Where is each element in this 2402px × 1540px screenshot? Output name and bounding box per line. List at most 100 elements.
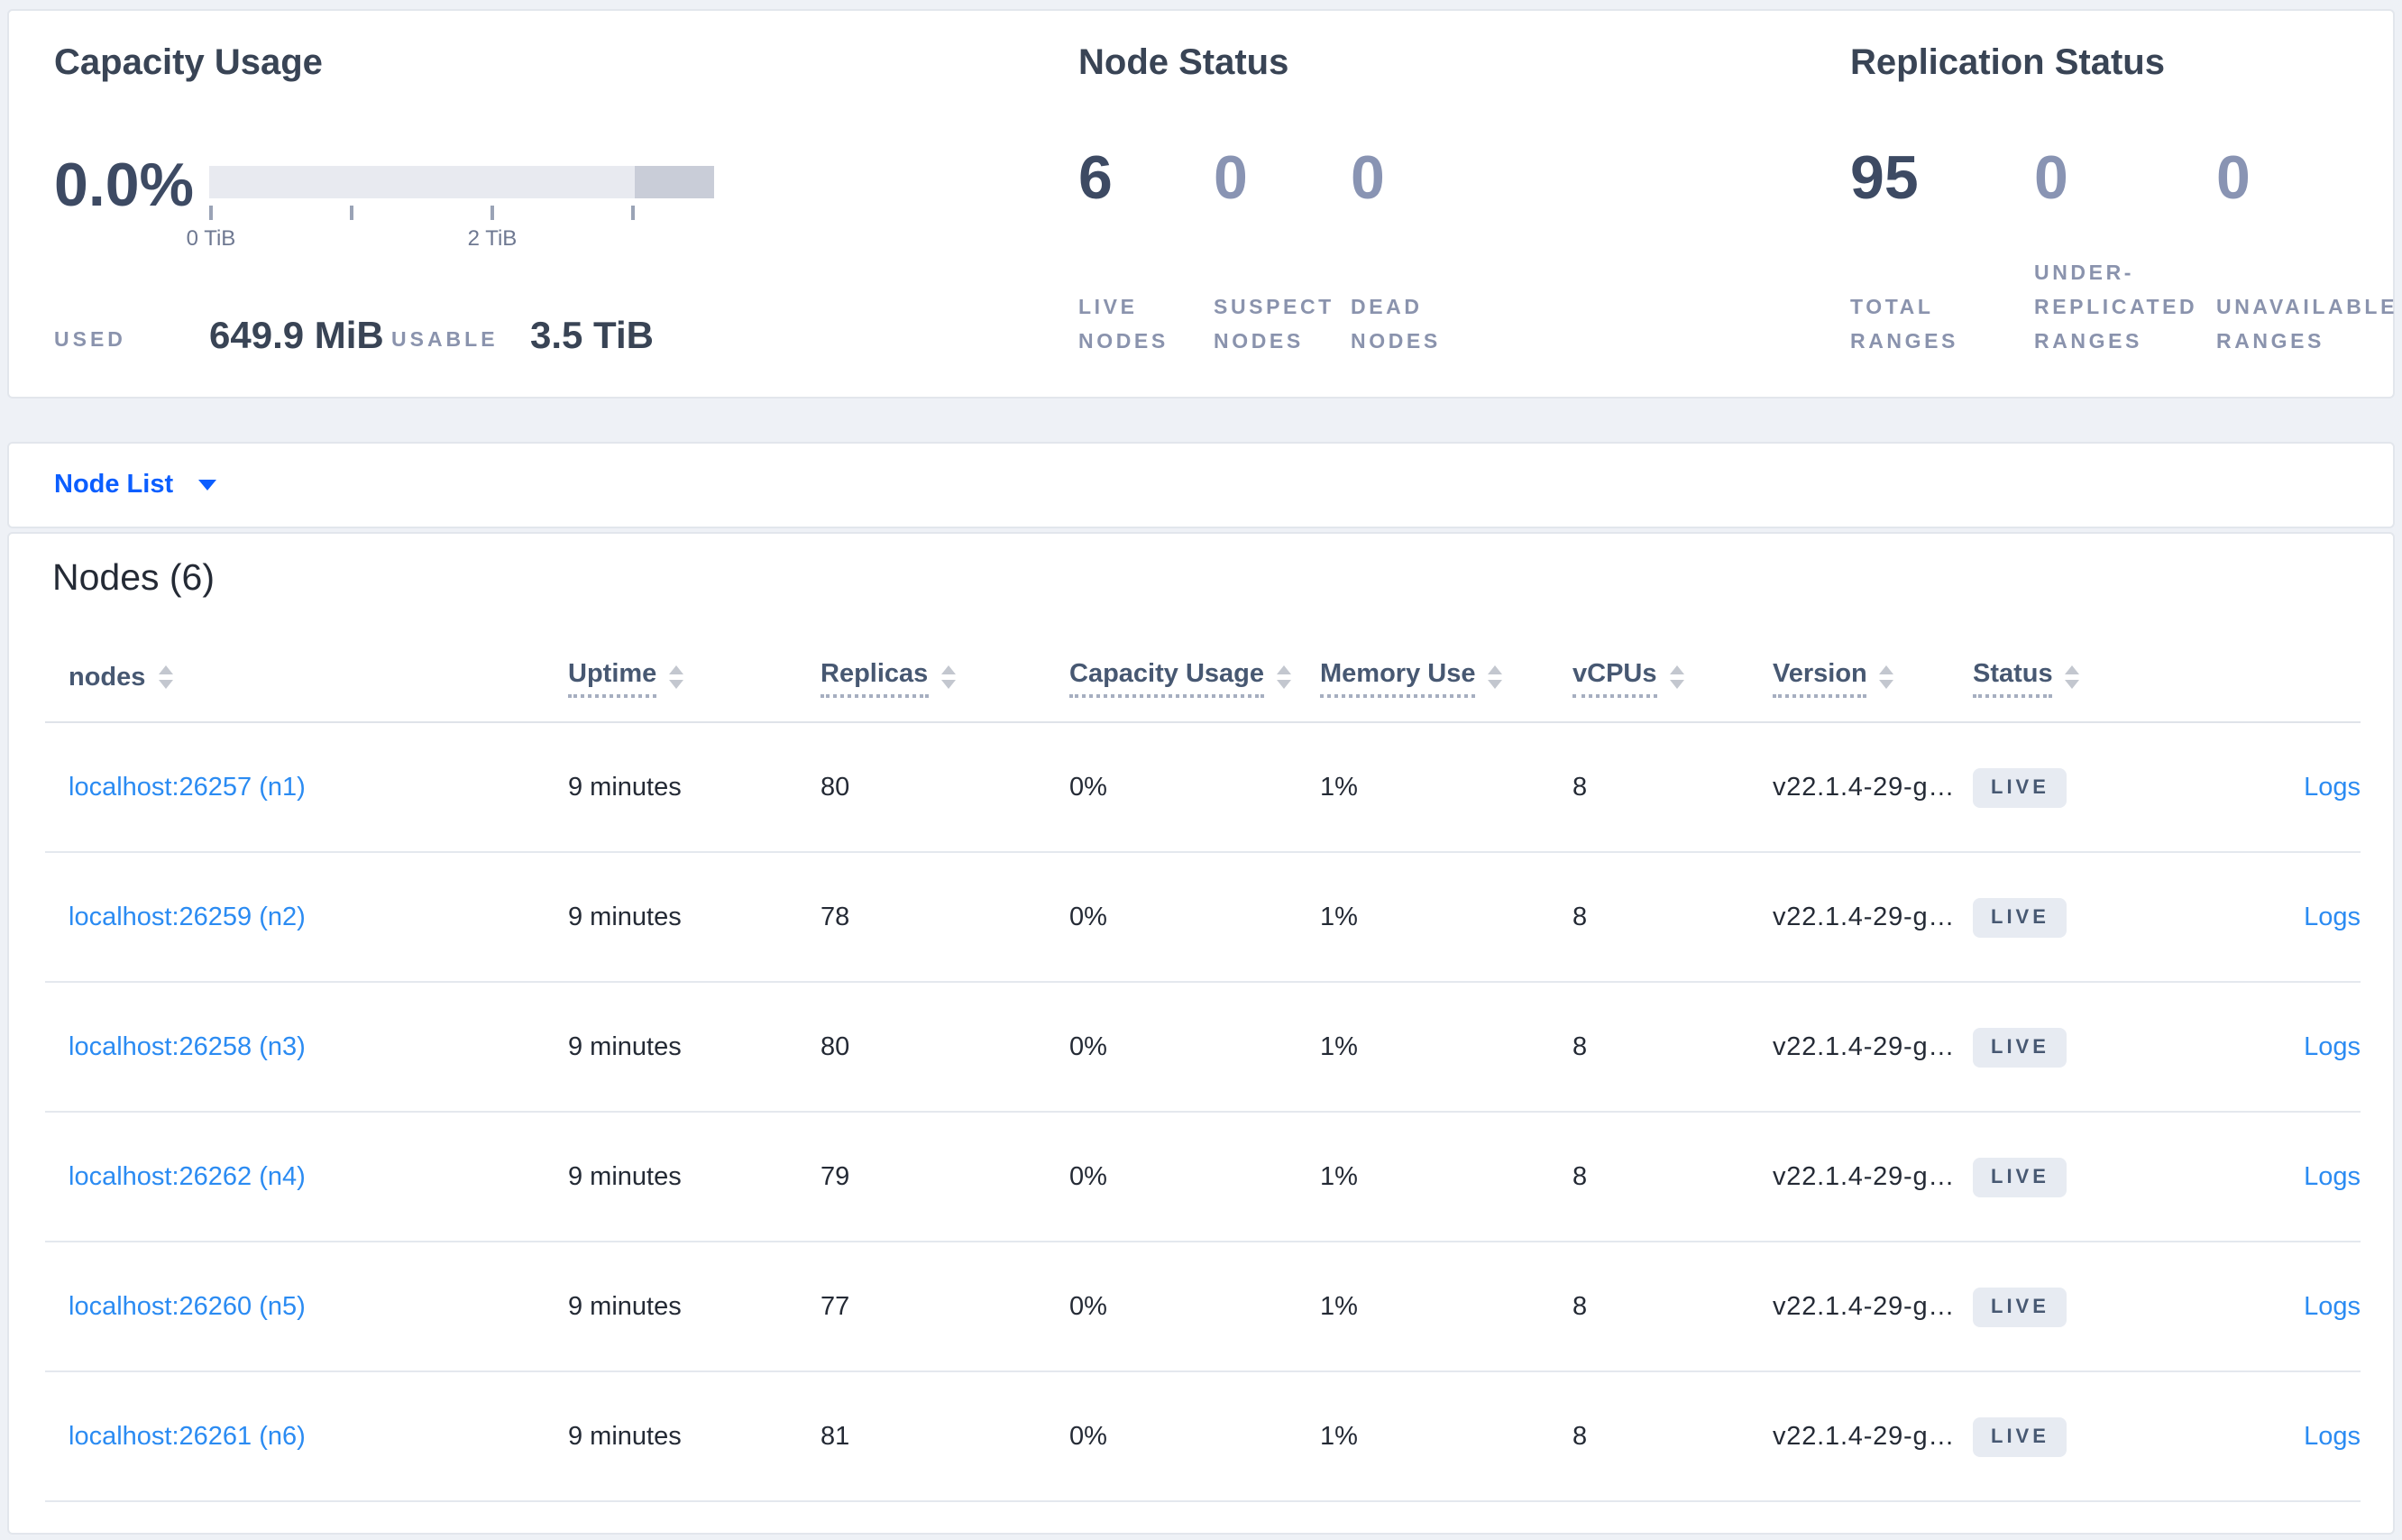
- uptime-cell: 9 minutes: [568, 903, 682, 931]
- capacity-axis-label-0: 0 TiB: [186, 225, 236, 251]
- capacity-usage-cell: 0%: [1069, 1032, 1107, 1061]
- table-row: localhost:26258 (n3) 9 minutes 80 0% 1% …: [45, 983, 2361, 1113]
- version-cell: v22.1.4-29-g…: [1773, 1162, 1956, 1191]
- replicas-cell: 77: [821, 1292, 850, 1321]
- capacity-usage-cell: 0%: [1069, 773, 1107, 802]
- stat: 0 UNAVAILABLE RANGES: [2216, 148, 2402, 361]
- stat: 6 LIVE NODES: [1078, 148, 1214, 361]
- logs-cell: Logs: [2153, 1032, 2361, 1061]
- sort-arrows-icon[interactable]: [1488, 665, 1503, 688]
- column-header-label[interactable]: Memory Use: [1320, 659, 1476, 697]
- logs-link[interactable]: Logs: [2304, 1292, 2361, 1321]
- table-row: localhost:26262 (n4) 9 minutes 79 0% 1% …: [45, 1113, 2361, 1242]
- capacity-usage-cell: 0%: [1069, 903, 1107, 931]
- node-address-cell: localhost:26259 (n2): [45, 903, 568, 931]
- logs-link[interactable]: Logs: [2304, 773, 2361, 802]
- memory-use-cell: 1%: [1320, 1422, 1358, 1451]
- logs-link[interactable]: Logs: [2304, 1162, 2361, 1191]
- node-status-stats: 6 LIVE NODES 0 SUSPECT NODES 0 DEAD NODE…: [1078, 148, 1517, 361]
- column-header[interactable]: nodes: [45, 664, 568, 692]
- sort-arrows-icon[interactable]: [158, 665, 173, 688]
- logs-link[interactable]: Logs: [2304, 903, 2361, 931]
- capacity-usage-title: Capacity Usage: [54, 43, 323, 83]
- usable-label: USABLE: [391, 330, 499, 352]
- view-selector-dropdown[interactable]: Node List: [54, 444, 217, 527]
- column-header[interactable]: vCPUs: [1572, 659, 1773, 697]
- capacity-bar-dark-segment: [635, 166, 714, 198]
- nodes-table-header-row: nodes Uptime Replicas Capacity Usage Mem…: [45, 635, 2361, 723]
- node-address-cell: localhost:26258 (n3): [45, 1032, 568, 1061]
- stat-value: 0: [2034, 144, 2068, 213]
- status-badge: LIVE: [1973, 1287, 2067, 1326]
- replicas-cell: 78: [821, 903, 850, 931]
- sort-arrows-icon[interactable]: [669, 665, 684, 688]
- column-header[interactable]: Status: [1973, 659, 2153, 697]
- status-badge: LIVE: [1973, 1027, 2067, 1067]
- node-address-link[interactable]: localhost:26260 (n5): [69, 1292, 306, 1321]
- logs-link[interactable]: Logs: [2304, 1422, 2361, 1451]
- uptime-cell: 9 minutes: [568, 1162, 682, 1191]
- sort-arrows-icon[interactable]: [940, 665, 956, 688]
- column-header-label[interactable]: Capacity Usage: [1069, 659, 1264, 697]
- stat-value: 95: [1850, 144, 1919, 213]
- column-header[interactable]: Memory Use: [1320, 659, 1572, 697]
- nodes-section-title: Nodes (6): [52, 557, 215, 599]
- column-header[interactable]: Replicas: [821, 659, 1069, 697]
- sort-arrows-icon[interactable]: [1879, 665, 1894, 688]
- capacity-usage-bar: [209, 166, 714, 198]
- column-header[interactable]: Uptime: [568, 659, 821, 697]
- node-address-link[interactable]: localhost:26257 (n1): [69, 773, 306, 802]
- nodes-table-body: localhost:26257 (n1) 9 minutes 80 0% 1% …: [45, 723, 2361, 1502]
- vcpus-cell: 8: [1572, 1162, 1588, 1191]
- node-address-link[interactable]: localhost:26258 (n3): [69, 1032, 306, 1061]
- sort-arrows-icon[interactable]: [1669, 665, 1684, 688]
- column-header-label[interactable]: Status: [1973, 659, 2053, 697]
- uptime-cell: 9 minutes: [568, 1422, 682, 1451]
- status-badge: LIVE: [1973, 897, 2067, 937]
- status-badge: LIVE: [1973, 767, 2067, 807]
- chevron-down-icon: [198, 480, 217, 490]
- replicas-cell: 81: [821, 1422, 850, 1451]
- node-address-link[interactable]: localhost:26261 (n6): [69, 1422, 306, 1451]
- stat-label: TOTAL RANGES: [1850, 298, 1959, 354]
- column-header[interactable]: Version: [1773, 659, 1973, 697]
- view-selector-bar: Node List: [7, 442, 2395, 528]
- sort-arrows-icon[interactable]: [2065, 665, 2080, 688]
- node-status-title: Node Status: [1078, 43, 1289, 83]
- capacity-axis-tick: [490, 206, 494, 220]
- capacity-percent-value: 0.0%: [54, 151, 194, 220]
- version-cell: v22.1.4-29-g…: [1773, 773, 1956, 802]
- uptime-cell: 9 minutes: [568, 1292, 682, 1321]
- stat: 0 DEAD NODES: [1351, 148, 1517, 361]
- column-header-label[interactable]: vCPUs: [1572, 659, 1657, 697]
- column-header-label[interactable]: Version: [1773, 659, 1867, 697]
- stat: 95 TOTAL RANGES: [1850, 148, 2034, 361]
- logs-link[interactable]: Logs: [2304, 1032, 2361, 1061]
- column-header-label[interactable]: nodes: [69, 664, 146, 692]
- column-header-label[interactable]: Replicas: [821, 659, 929, 697]
- used-value: 649.9 MiB: [209, 316, 384, 357]
- status-cell: LIVE: [1973, 1157, 2153, 1196]
- sort-arrows-icon[interactable]: [1277, 665, 1291, 688]
- status-cell: LIVE: [1973, 1027, 2153, 1067]
- node-address-link[interactable]: localhost:26262 (n4): [69, 1162, 306, 1191]
- stat-label: SUSPECT NODES: [1214, 298, 1334, 354]
- node-address-link[interactable]: localhost:26259 (n2): [69, 903, 306, 931]
- vcpus-cell: 8: [1572, 1422, 1588, 1451]
- stat-value: 6: [1078, 144, 1113, 213]
- status-cell: LIVE: [1973, 1416, 2153, 1456]
- logs-cell: Logs: [2153, 1292, 2361, 1321]
- node-address-cell: localhost:26260 (n5): [45, 1292, 568, 1321]
- column-header-label[interactable]: Uptime: [568, 659, 657, 697]
- column-header[interactable]: Capacity Usage: [1069, 659, 1320, 697]
- vcpus-cell: 8: [1572, 773, 1588, 802]
- status-cell: LIVE: [1973, 767, 2153, 807]
- vcpus-cell: 8: [1572, 1032, 1588, 1061]
- version-cell: v22.1.4-29-g…: [1773, 1422, 1956, 1451]
- vcpus-cell: 8: [1572, 1292, 1588, 1321]
- stat: 0 SUSPECT NODES: [1214, 148, 1351, 361]
- logs-cell: Logs: [2153, 773, 2361, 802]
- status-badge: LIVE: [1973, 1157, 2067, 1196]
- memory-use-cell: 1%: [1320, 1292, 1358, 1321]
